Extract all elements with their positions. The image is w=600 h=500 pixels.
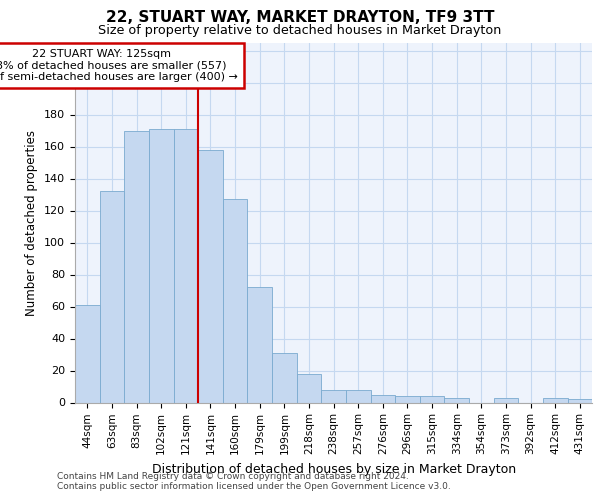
Bar <box>395 396 420 402</box>
Bar <box>420 396 445 402</box>
Bar <box>198 150 223 402</box>
Text: 22 STUART WAY: 125sqm
← 58% of detached houses are smaller (557)
41% of semi-det: 22 STUART WAY: 125sqm ← 58% of detached … <box>0 49 238 82</box>
Bar <box>124 130 149 402</box>
Text: Contains public sector information licensed under the Open Government Licence v3: Contains public sector information licen… <box>57 482 451 491</box>
X-axis label: Distribution of detached houses by size in Market Drayton: Distribution of detached houses by size … <box>152 462 515 475</box>
Bar <box>100 192 124 402</box>
Bar <box>173 129 198 402</box>
Bar <box>346 390 371 402</box>
Bar <box>149 129 173 402</box>
Bar <box>223 200 247 402</box>
Bar <box>247 288 272 403</box>
Text: Size of property relative to detached houses in Market Drayton: Size of property relative to detached ho… <box>98 24 502 37</box>
Bar <box>321 390 346 402</box>
Bar <box>543 398 568 402</box>
Bar <box>445 398 469 402</box>
Bar <box>568 400 592 402</box>
Bar <box>494 398 518 402</box>
Text: Contains HM Land Registry data © Crown copyright and database right 2024.: Contains HM Land Registry data © Crown c… <box>57 472 409 481</box>
Text: 22, STUART WAY, MARKET DRAYTON, TF9 3TT: 22, STUART WAY, MARKET DRAYTON, TF9 3TT <box>106 10 494 25</box>
Bar <box>75 305 100 402</box>
Bar <box>272 353 296 403</box>
Y-axis label: Number of detached properties: Number of detached properties <box>25 130 38 316</box>
Bar <box>296 374 321 402</box>
Bar <box>371 394 395 402</box>
